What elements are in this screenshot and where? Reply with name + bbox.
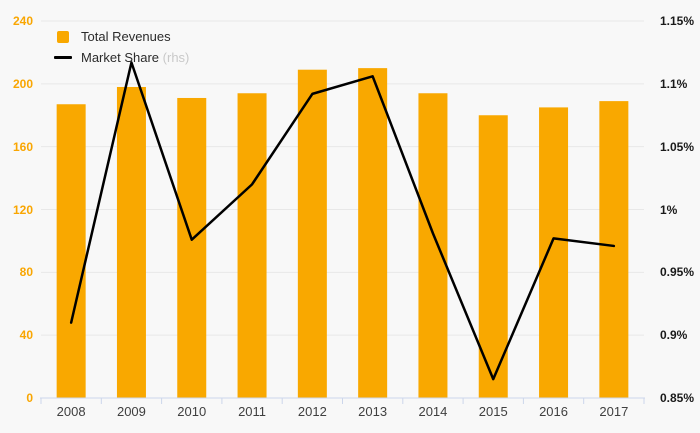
bar-swatch-slot	[54, 30, 72, 43]
bar-2009[interactable]	[116, 86, 146, 398]
x-axis-label-2012: 2012	[297, 404, 327, 419]
y-axis-right-label: 1%	[660, 202, 678, 217]
bar-2012[interactable]	[297, 69, 327, 398]
y-axis-right-label: 0.85%	[660, 391, 695, 405]
bar-2016[interactable]	[539, 107, 569, 398]
y-axis-right-label: 1.05%	[660, 139, 695, 154]
bar-2015[interactable]	[478, 115, 508, 398]
line-series-swatch-icon	[54, 56, 72, 59]
y-axis-left-label: 200	[12, 76, 33, 91]
y-axis-right-label: 0.95%	[660, 265, 695, 280]
bar-2017[interactable]	[599, 101, 629, 399]
bar-2013[interactable]	[358, 68, 388, 398]
y-axis-right-label: 1.15%	[660, 14, 695, 28]
x-axis-label-2009: 2009	[116, 404, 146, 419]
y-axis-right-label: 0.9%	[660, 328, 688, 343]
bar-2011[interactable]	[237, 93, 267, 398]
market-share-line[interactable]	[69, 61, 616, 381]
y-axis-left-label: 0	[26, 391, 33, 405]
legend-rhs-text: (rhs)	[162, 50, 190, 65]
x-axis-label-2013: 2013	[358, 404, 388, 419]
x-axis-label-2015: 2015	[478, 404, 508, 419]
legend-rhs-note: (rhs)	[159, 50, 190, 65]
legend-label-total-revenues: Total Revenues	[81, 29, 171, 44]
bar-2008[interactable]	[56, 104, 86, 399]
y-axis-left-label: 80	[19, 265, 33, 280]
y-axis-left-label: 160	[12, 139, 33, 154]
legend-label-text: Market Share	[81, 50, 160, 65]
x-axis-label-2008: 2008	[56, 404, 86, 419]
x-axis-label-2011: 2011	[238, 404, 267, 419]
legend-item-market-share[interactable]: Market Share (rhs)	[54, 47, 189, 68]
x-axis-label-2014: 2014	[418, 404, 448, 419]
line-swatch-slot	[54, 56, 72, 59]
y-axis-left-label: 240	[12, 14, 33, 28]
y-axis-right-label: 1.1%	[660, 76, 688, 91]
x-axis-label-2016: 2016	[539, 404, 568, 419]
legend: Total Revenues Market Share (rhs)	[54, 26, 189, 68]
bar-series-swatch-icon	[57, 30, 69, 43]
bar-2010[interactable]	[177, 97, 207, 399]
x-axis-label-2010: 2010	[177, 404, 207, 419]
bar-2014[interactable]	[418, 93, 448, 398]
x-axis-label-2017: 2017	[599, 404, 629, 419]
y-axis-left-label: 120	[12, 202, 33, 217]
legend-item-total-revenues[interactable]: Total Revenues	[54, 26, 189, 47]
legend-label-market-share: Market Share (rhs)	[81, 50, 189, 65]
y-axis-left-label: 40	[19, 328, 33, 343]
